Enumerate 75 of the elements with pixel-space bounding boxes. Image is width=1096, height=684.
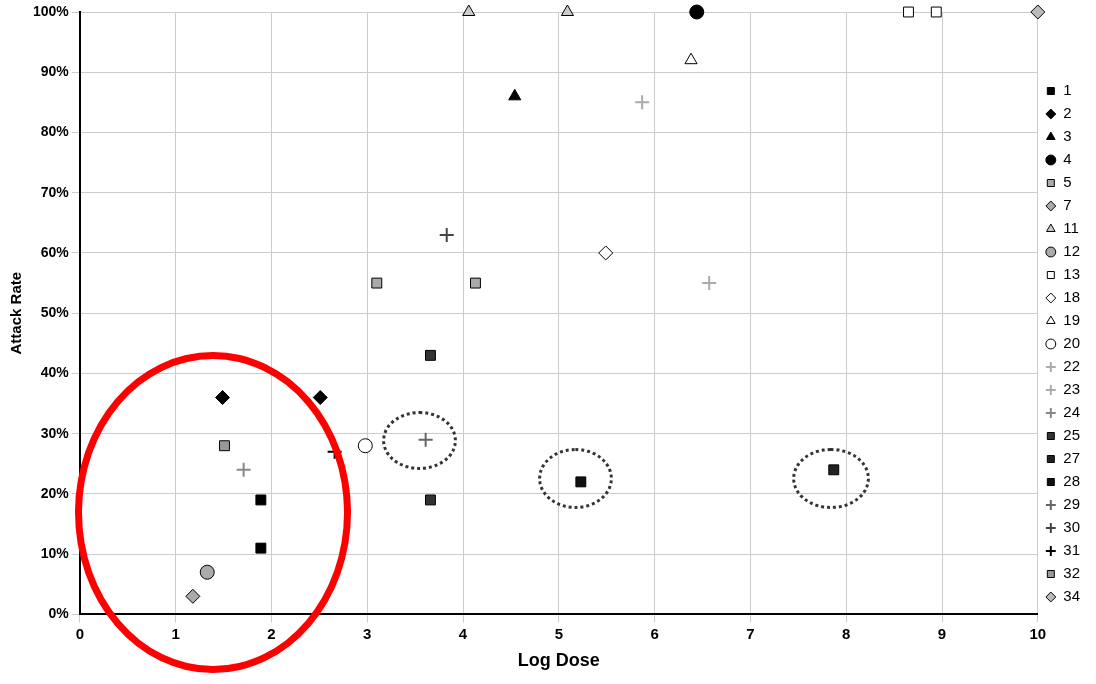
point [689,4,705,20]
y-tick-label: 40% [40,364,70,381]
legend-label: 25 [1063,426,1080,444]
legend-label: 23 [1063,380,1080,398]
point [560,4,574,16]
point [828,464,840,476]
legend-label: 5 [1063,173,1072,191]
point [371,277,383,289]
point [215,390,231,406]
point [930,6,942,18]
point [684,52,698,65]
legend-label: 30 [1063,518,1080,536]
y-tick-label: 10% [40,545,70,562]
legend-label: 34 [1063,587,1080,605]
legend-label: 18 [1063,288,1080,306]
point [255,494,267,506]
legend-label: 22 [1063,357,1080,375]
y-axis-title: Attack Rate [7,271,25,355]
point [219,440,230,452]
y-tick-label: 70% [40,183,70,200]
point [185,588,201,604]
x-tick-label: 1 [171,624,180,642]
legend-label: 3 [1063,127,1072,145]
legend-label: 31 [1063,541,1080,559]
point [235,461,252,478]
point [424,349,436,361]
x-tick-label: 9 [937,624,947,642]
legend-label: 27 [1063,449,1080,467]
y-tick-label: 0% [48,605,70,622]
legend-label: 2 [1063,104,1072,122]
x-tick-label: 2 [267,624,276,642]
y-tick-label: 80% [40,123,70,140]
y-tick-label: 90% [40,63,70,80]
x-tick-label: 0 [75,624,84,642]
x-tick-label: 10 [1029,624,1047,642]
legend-label: 32 [1063,564,1080,582]
point [470,277,481,289]
x-tick-label: 4 [458,624,468,642]
x-tick-label: 8 [842,624,851,642]
x-tick-label: 7 [746,624,755,642]
point [598,245,614,261]
legend-label: 11 [1063,219,1079,237]
x-tick-label: 5 [554,624,563,642]
point [634,94,651,111]
y-tick-label: 20% [40,484,70,501]
point [357,438,373,454]
legend-label: 29 [1063,495,1080,513]
point [903,6,914,18]
legend-label: 7 [1063,196,1072,214]
point [575,476,587,488]
point [417,431,434,448]
legend-label: 20 [1063,334,1080,352]
x-axis-title: Log Dose [517,650,600,671]
legend-label: 12 [1063,242,1080,260]
legend-label: 24 [1063,403,1080,421]
legend-label: 1 [1063,81,1072,99]
point [255,542,267,554]
legend-label: 19 [1063,311,1080,329]
point [1030,4,1046,20]
y-tick-label: 30% [40,424,70,441]
x-tick-label: 3 [363,624,372,642]
point [438,226,455,243]
legend-label: 28 [1063,472,1080,490]
legend-label: 13 [1063,265,1080,283]
x-tick-label: 6 [650,624,659,642]
y-tick-label: 100% [32,2,70,19]
point [312,390,328,406]
y-tick-label: 50% [40,304,70,321]
point [508,88,522,101]
point [199,564,215,580]
legend-label: 4 [1063,150,1072,168]
y-tick-label: 60% [40,243,70,260]
point [424,494,436,506]
point [701,275,718,292]
point [462,4,476,16]
